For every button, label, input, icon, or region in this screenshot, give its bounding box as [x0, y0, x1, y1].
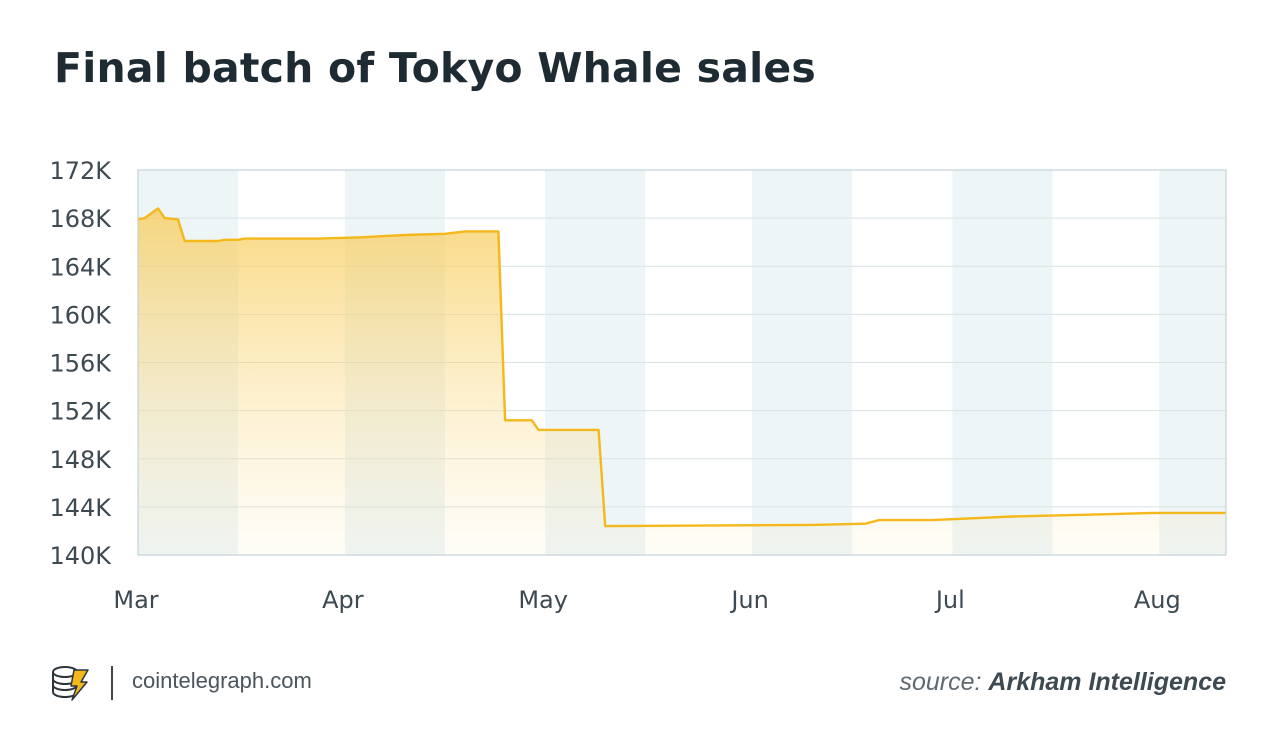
x-axis: Mar Apr May Jun Jul Aug [113, 586, 1180, 614]
page-title: Final batch of Tokyo Whale sales [54, 44, 816, 92]
area-chart: 140K 144K 148K 152K 156K 160K 164K 168K 172K Mar… [49, 157, 1227, 614]
source-name: Arkham Intelligence [988, 668, 1226, 696]
footer-separator [111, 666, 113, 700]
x-tick-label-4: Jul [934, 586, 965, 614]
y-tick-label-3: 152K [49, 398, 112, 426]
x-tick-label-5: Aug [1134, 586, 1181, 614]
y-tick-label-7: 168K [49, 205, 112, 233]
x-tick-label-2: May [518, 586, 568, 614]
y-tick-label-0: 140K [49, 542, 112, 570]
y-tick-label-5: 160K [49, 301, 112, 329]
source-credit: source: Arkham Intelligence [899, 668, 1226, 697]
series-line [137, 207, 1226, 528]
area-fill [138, 208, 1226, 555]
x-tick-label-3: Jun [729, 586, 769, 614]
plot-frame [137, 169, 1227, 556]
area-layer [137, 207, 1227, 555]
cointelegraph-logo-icon [52, 666, 89, 701]
y-tick-label-4: 156K [49, 350, 112, 378]
y-tick-label-6: 164K [49, 253, 112, 281]
plot-border [137, 169, 1227, 556]
y-axis: 140K 144K 148K 152K 156K 160K 164K 168K 172K [49, 157, 112, 570]
y-tick-label-2: 148K [49, 446, 112, 474]
y-tick-label-1: 144K [49, 494, 112, 522]
x-tick-label-1: Apr [322, 586, 364, 614]
x-tick-label-0: Mar [113, 586, 158, 614]
source-prefix: source: [899, 668, 982, 696]
y-tick-label-8: 172K [49, 157, 112, 185]
footer-domain: cointelegraph.com [132, 668, 312, 693]
